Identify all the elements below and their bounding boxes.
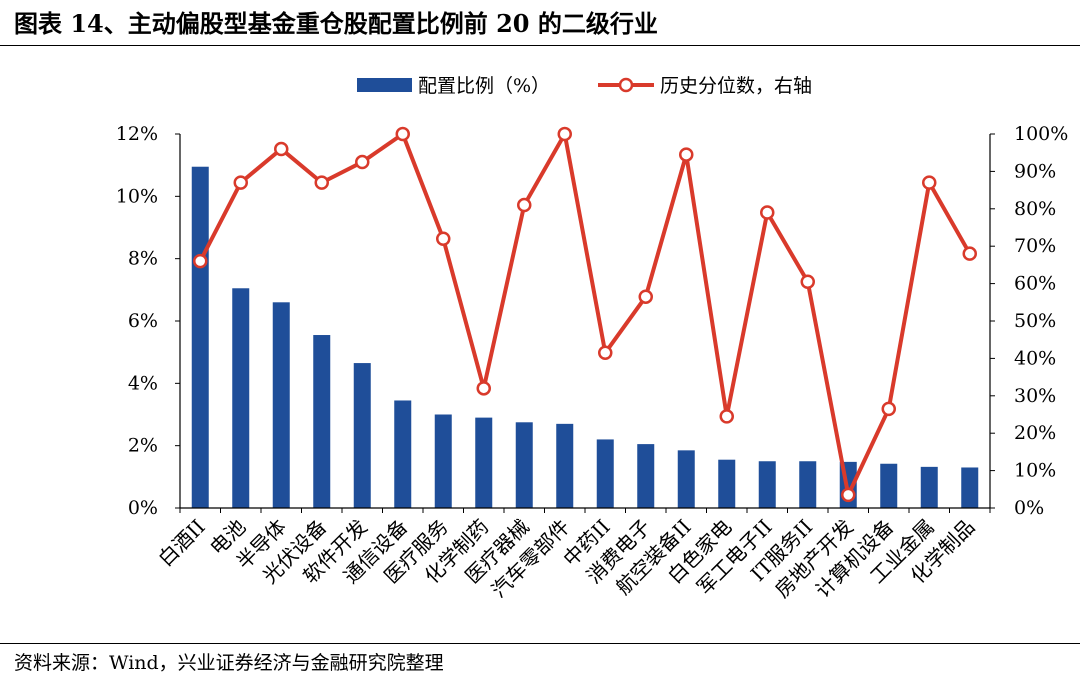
line-point xyxy=(517,197,532,213)
x-tick-label: 白酒II xyxy=(153,515,209,571)
bar xyxy=(556,423,574,508)
left-axis-ticks: 0% 2% 4% 6% 8% 10% 12% xyxy=(116,123,180,519)
left-tick-label: 12% xyxy=(116,123,158,145)
line-point xyxy=(760,205,775,220)
bar xyxy=(758,461,776,508)
right-tick-label: 30% xyxy=(1014,385,1056,407)
line-point xyxy=(881,401,896,417)
line-point xyxy=(476,381,491,396)
line-point xyxy=(193,253,208,269)
bar xyxy=(353,363,371,508)
line-point xyxy=(355,154,370,170)
line-point xyxy=(395,126,410,142)
bar xyxy=(880,463,898,508)
bar xyxy=(515,422,533,508)
bar xyxy=(677,450,695,508)
left-tick-label: 8% xyxy=(128,248,158,270)
bar xyxy=(961,467,979,508)
line-point xyxy=(233,175,248,190)
legend: 配置比例（%） 历史分位数，右轴 xyxy=(357,75,812,97)
right-tick-label: 70% xyxy=(1014,235,1056,257)
source-note: 资料来源：Wind，兴业证券经济与金融研究院整理 xyxy=(14,652,444,674)
bar xyxy=(394,400,412,508)
line-point xyxy=(557,126,572,142)
bar xyxy=(232,288,250,508)
right-tick-label: 40% xyxy=(1014,347,1056,369)
right-tick-label: 90% xyxy=(1014,160,1056,182)
right-tick-label: 80% xyxy=(1014,198,1056,220)
line-point xyxy=(314,175,329,190)
left-tick-label: 0% xyxy=(128,497,158,519)
bar xyxy=(191,166,209,508)
bar-series xyxy=(191,166,979,508)
right-tick-label: 100% xyxy=(1014,123,1068,145)
right-tick-label: 10% xyxy=(1014,460,1056,482)
line-series xyxy=(193,126,977,503)
bar xyxy=(920,466,938,508)
legend-line-label: 历史分位数，右轴 xyxy=(660,75,812,97)
right-tick-label: 20% xyxy=(1014,422,1056,444)
left-tick-label: 10% xyxy=(116,185,158,207)
x-axis-labels: 白酒II电池半导体光伏设备软件开发通信设备医疗服务化学制药医疗器械汽车零部件中药… xyxy=(153,515,979,603)
line-point xyxy=(679,147,694,162)
legend-bar-label: 配置比例（%） xyxy=(418,75,550,97)
line-point xyxy=(598,345,613,361)
bar xyxy=(313,335,331,508)
figure-title: 图表 14、主动偏股型基金重仓股配置比例前 20 的二级行业 xyxy=(14,9,658,38)
line-point xyxy=(800,274,815,289)
bar xyxy=(596,439,614,508)
left-tick-label: 2% xyxy=(128,435,158,457)
left-tick-label: 4% xyxy=(128,372,158,394)
bar xyxy=(799,461,817,508)
right-tick-label: 0% xyxy=(1014,497,1044,519)
line-point xyxy=(719,409,734,424)
right-tick-label: 60% xyxy=(1014,273,1056,295)
line-point xyxy=(962,246,977,261)
line-point xyxy=(922,175,937,190)
left-tick-label: 6% xyxy=(128,310,158,332)
bar xyxy=(475,417,493,508)
bar xyxy=(718,459,736,508)
legend-line-marker xyxy=(618,77,634,93)
line-point xyxy=(638,289,653,304)
bar xyxy=(637,444,655,508)
line-point xyxy=(841,487,856,503)
title-divider xyxy=(0,45,1080,46)
bar xyxy=(272,302,290,508)
right-tick-label: 50% xyxy=(1014,310,1056,332)
bar-line-chart: 配置比例（%） 历史分位数，右轴 0% 2% 4% 6% 8% 10% 12% 0% 10% 20… xyxy=(116,75,1069,603)
source-divider xyxy=(0,643,1080,644)
line-path xyxy=(198,132,972,497)
bar xyxy=(434,414,452,508)
legend-bar-swatch xyxy=(357,78,412,92)
line-point xyxy=(436,231,451,246)
line-point xyxy=(274,141,289,157)
right-axis-ticks: 0% 10% 20% 30% 40% 50% 60% 70% 80% 90% 100% xyxy=(990,123,1068,519)
